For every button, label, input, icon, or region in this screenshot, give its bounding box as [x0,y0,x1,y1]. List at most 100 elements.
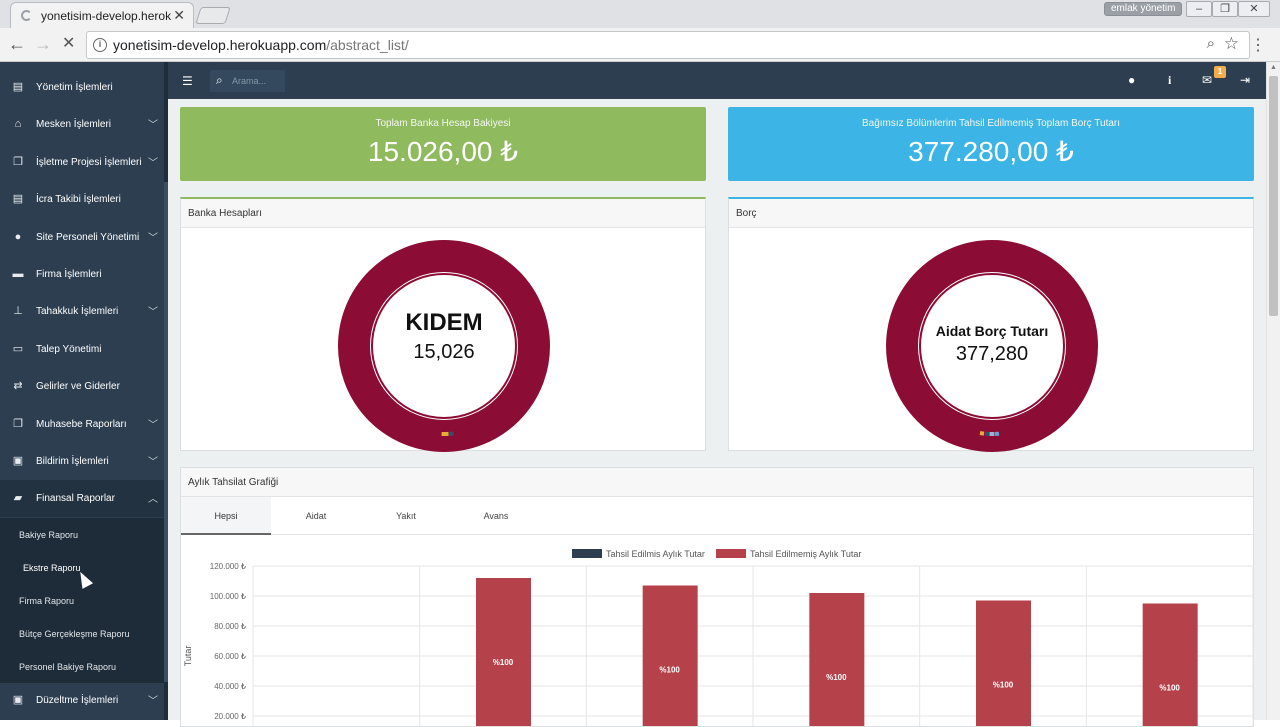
forward-icon[interactable]: → [34,34,52,54]
donut-center-name: KIDEM [338,309,550,337]
sidebar-subitem[interactable]: Personel Bakiye Raporu [0,650,164,683]
loading-spinner-icon [21,10,32,21]
sidebar-item-label: Düzeltme İşlemleri [36,695,118,706]
sidebar-subitem[interactable]: Bütçe Gerçekleşme Raporu [0,617,164,650]
tab[interactable]: Aidat [271,497,361,535]
browser-titlebar: yonetisim-develop.herokuapp.com ✕ emlak … [0,0,1280,28]
sidebar-subitem-label: Ekstre Raporu [23,563,81,573]
card-icon: ▭ [12,343,24,355]
building-icon: ▤ [12,81,24,93]
tab[interactable]: Hepsi [181,497,271,535]
new-tab-button[interactable] [195,7,231,24]
bank-accounts-panel: Banka Hesapları KIDEM 15,026 [180,197,706,451]
bank-balance-card: Toplam Banka Hesap Bakiyesi 15.026,00 ₺ [180,107,706,181]
home-icon: ⌂ [12,118,24,130]
sidebar-item[interactable]: ▬Firma İşlemleri [0,256,164,293]
bank-donut-center: KIDEM 15,026 [338,240,550,452]
sidebar-item[interactable]: ▰Finansal Raporlar︿ [0,480,164,517]
page-scrollbar[interactable]: ▲ [1266,62,1280,720]
document-icon: ▤ [12,193,24,205]
sidebar-item[interactable]: ▣Bildirim İşlemleri﹀ [0,443,164,480]
y-tick-label: 60.000 ₺ [214,652,246,661]
y-axis-label: Tutar [183,646,193,667]
sidebar-subitem-label: Bütçe Gerçekleşme Raporu [19,629,130,639]
sidebar-item-label: Mesken İşlemleri [36,119,111,130]
menu-toggle-icon[interactable]: ☰ [182,74,193,88]
zoom-icon[interactable]: ⌕ [1207,35,1215,52]
sidebar-subitem[interactable]: Bakiye Raporu [0,518,164,551]
y-tick-label: 120.000 ₺ [210,562,246,571]
sidebar-item[interactable]: ▭ Talep Yönetimi [0,331,164,368]
sidebar-item-label: Firma İşlemleri [36,269,102,280]
sidebar-subitem-label: Bakiye Raporu [19,530,78,540]
scroll-up-icon[interactable]: ▲ [1270,64,1277,71]
y-tick-label: 100.000 ₺ [210,592,246,601]
browser-tab[interactable]: yonetisim-develop.herokuapp.com ✕ [10,2,194,28]
bookmark-star-icon[interactable]: ☆ [1224,34,1239,54]
sidebar-subitem-label: Firma Raporu [19,596,74,606]
stop-icon[interactable]: ✕ [62,34,75,54]
inbox-icon: ▣ [12,455,24,467]
sidebar-item-label: Muhasebe Raporları [36,419,127,430]
chevron-down-icon: ﹀ [148,116,158,131]
sidebar-item-label: Tahakkuk İşlemleri [36,306,118,317]
sidebar-item[interactable]: ⊥Tahakkuk İşlemleri﹀ [0,293,164,330]
sidebar-item[interactable]: ●Site Personeli Yönetimi﹀ [0,219,164,256]
panel-title: Aylık Tahsilat Grafiği [188,477,278,488]
legend-swatch [716,549,746,558]
chevron-down-icon: ﹀ [148,416,158,431]
debt-total-card: Bağımsız Bölümlerim Tahsil Edilmemiş Top… [728,107,1254,181]
sidebar: ▤Yönetim İşlemleri ⌂ Mesken İşlemleri ﹀ ❐ İşl… [0,62,168,720]
search-input[interactable] [232,74,282,88]
url-text[interactable]: yonetisim-develop.herokuapp.com/abstract… [113,37,409,53]
main-content: Toplam Banka Hesap Bakiyesi 15.026,00 ₺ … [168,99,1266,720]
logout-icon[interactable]: ⇥ [1240,73,1250,87]
chevron-down-icon: ﹀ [148,303,158,318]
info-icon[interactable]: i [1168,73,1171,88]
minimize-button[interactable]: – [1186,1,1212,17]
tab[interactable]: Avans [451,497,541,535]
sidebar-item[interactable]: ▤İcra Takibi İşlemleri [0,181,164,218]
monthly-bar-chart: Tahsil Edilmis Aylık Tutar Tahsil Edilmem… [181,536,1255,726]
sidebar-item[interactable]: ▣ Düzeltme İşlemleri ﹀ [0,682,164,719]
sidebar-item-label: Gelirler ve Giderler [36,381,120,392]
messages-icon[interactable]: ✉ [1202,73,1212,87]
donut-center-value: 377,280 [886,343,1098,366]
chevron-down-icon: ﹀ [148,692,158,707]
sidebar-item-label: İşletme Projesi İşlemleri [36,157,142,168]
search-box[interactable]: ⌕ [210,70,285,92]
info-icon[interactable]: i [93,38,107,52]
user-icon[interactable]: ● [1128,73,1135,87]
sidebar-item-label: Finansal Raporlar [36,493,115,504]
sidebar-item[interactable]: ▤Yönetim İşlemleri [0,69,164,106]
bar [476,578,531,726]
search-icon: ⌕ [216,73,223,88]
maximize-button[interactable]: ❐ [1212,1,1238,17]
copy-icon: ❐ [12,156,24,168]
back-icon[interactable]: ← [8,34,26,54]
browser-menu-icon[interactable]: ⋮ [1250,35,1266,55]
address-bar[interactable]: i yonetisim-develop.herokuapp.com/abstra… [86,31,1250,59]
app-topbar: ☰ ⌕ ● i ✉ 1 ⇥ [168,62,1266,99]
legend-label: Tahsil Edilmis Aylık Tutar [606,549,705,559]
sidebar-item[interactable]: ❐İşletme Projesi İşlemleri﹀ [0,144,164,181]
bank-balance-label: Toplam Banka Hesap Bakiyesi [180,118,706,129]
debt-panel: Borç Aidat Borç Tutarı 377,280 [728,197,1254,451]
tab[interactable]: Yakıt [361,497,451,535]
sidebar-item[interactable]: ⇄Gelirler ve Giderler [0,368,164,405]
close-window-button[interactable]: ✕ [1238,1,1270,17]
bar [809,593,864,726]
debt-total-value: 377.280,00 ₺ [728,135,1254,168]
sidebar-item-label: Talep Yönetimi [36,344,101,355]
tab-title: yonetisim-develop.herokuapp.com [41,9,171,23]
sidebar-item[interactable]: ❐Muhasebe Raporları﹀ [0,406,164,443]
bar [1143,604,1198,727]
sidebar-item[interactable]: ⌂ Mesken İşlemleri ﹀ [0,106,164,143]
bar-data-label: %100 [1159,684,1180,693]
donut-center-value: 15,026 [338,341,550,364]
tab-close-icon[interactable]: ✕ [173,7,185,24]
browser-profile[interactable]: emlak yönetim [1104,2,1182,16]
inbox-icon: ▣ [12,694,24,706]
legend-label: Tahsil Edilmemiş Aylık Tutar [750,549,861,559]
